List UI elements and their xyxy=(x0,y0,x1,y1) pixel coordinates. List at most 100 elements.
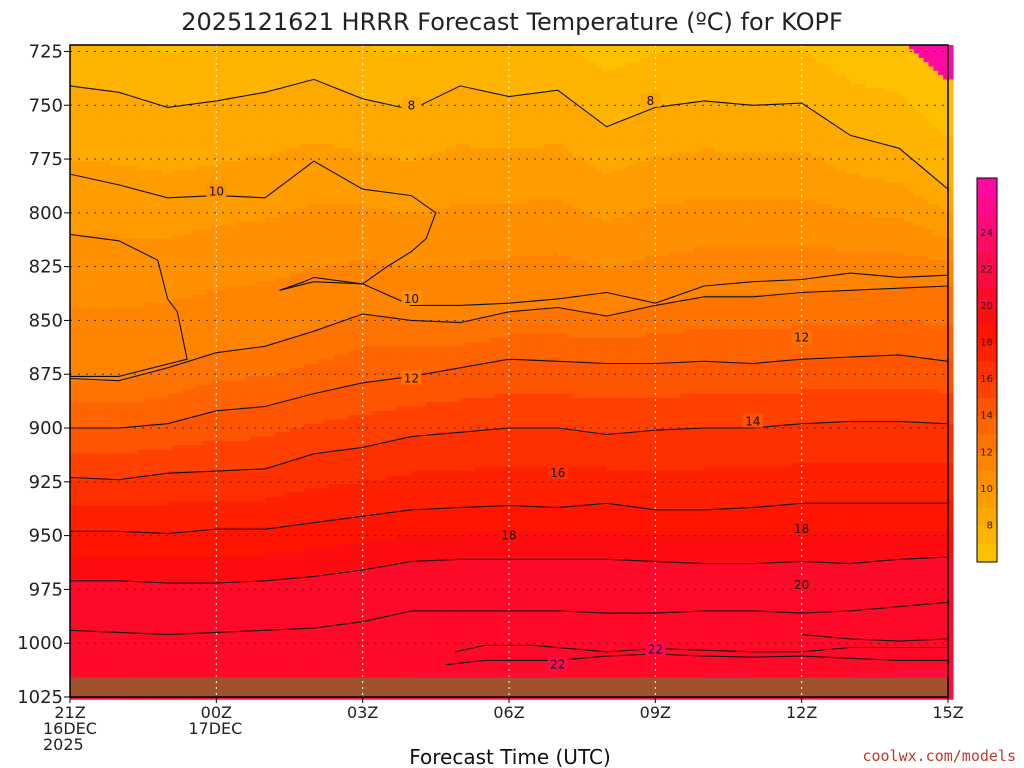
field-cell xyxy=(162,466,169,472)
field-cell xyxy=(74,251,81,257)
field-cell xyxy=(182,238,188,244)
field-cell xyxy=(157,96,164,102)
field-cell xyxy=(104,496,110,502)
field-cell xyxy=(201,350,208,356)
field-cell xyxy=(196,212,203,218)
field-cell xyxy=(109,225,115,231)
field-cell xyxy=(104,488,110,494)
field-cell xyxy=(104,466,110,472)
field-cell xyxy=(221,583,227,588)
field-cell xyxy=(123,118,130,124)
field-cell xyxy=(113,600,120,606)
field-cell xyxy=(177,255,183,261)
field-cell xyxy=(177,329,183,334)
field-cell xyxy=(74,505,81,511)
field-cell xyxy=(143,212,149,218)
field-cell xyxy=(74,600,81,606)
field-cell xyxy=(206,298,213,304)
field-cell xyxy=(187,539,193,545)
field-cell xyxy=(216,643,222,649)
field-cell xyxy=(94,221,100,227)
field-cell xyxy=(133,492,139,498)
field-cell xyxy=(118,604,125,610)
field-cell xyxy=(196,109,203,115)
field-cell xyxy=(157,600,164,606)
field-cell xyxy=(89,604,95,610)
field-cell xyxy=(143,466,149,472)
field-cell xyxy=(216,380,222,386)
field-cell xyxy=(162,122,169,128)
field-cell xyxy=(167,324,174,330)
field-cell xyxy=(152,298,159,304)
field-cell xyxy=(123,462,130,468)
field-cell xyxy=(162,514,169,519)
field-cell xyxy=(123,139,130,145)
field-cell xyxy=(70,79,76,85)
field-cell xyxy=(99,561,105,567)
field-cell xyxy=(113,92,120,98)
field-cell xyxy=(138,397,144,403)
field-cell xyxy=(89,630,95,636)
field-cell xyxy=(94,342,100,347)
field-cell xyxy=(157,66,164,72)
field-cell xyxy=(104,126,110,132)
field-cell xyxy=(138,260,144,266)
field-cell xyxy=(99,415,105,420)
field-cell xyxy=(216,152,222,158)
field-cell xyxy=(89,139,95,145)
field-cell xyxy=(226,255,232,261)
field-cell xyxy=(172,458,178,463)
field-cell xyxy=(148,53,154,59)
field-cell xyxy=(206,518,213,524)
field-cell xyxy=(89,453,95,459)
field-cell xyxy=(138,527,144,532)
field-cell xyxy=(167,440,174,446)
field-cell xyxy=(128,199,134,205)
field-cell xyxy=(182,178,188,184)
field-cell xyxy=(167,539,174,545)
field-cell xyxy=(211,144,217,149)
field-cell xyxy=(221,423,227,429)
field-cell xyxy=(172,113,178,119)
field-cell xyxy=(191,57,198,63)
field-cell xyxy=(201,148,208,154)
field-cell xyxy=(138,656,144,661)
field-cell xyxy=(74,204,81,210)
field-cell xyxy=(191,514,198,519)
field-cell xyxy=(162,385,169,390)
field-cell xyxy=(84,484,91,489)
field-cell xyxy=(138,243,144,248)
field-cell xyxy=(182,273,188,278)
field-cell xyxy=(104,557,110,562)
field-cell xyxy=(182,363,188,369)
field-cell xyxy=(123,320,130,326)
field-cell xyxy=(152,105,159,111)
field-cell xyxy=(177,372,183,377)
field-cell xyxy=(123,664,130,670)
field-cell xyxy=(167,156,174,162)
field-cell xyxy=(211,247,217,253)
field-cell xyxy=(109,634,115,640)
field-cell xyxy=(138,354,144,360)
field-cell xyxy=(123,445,130,451)
field-cell xyxy=(201,462,208,468)
field-cell xyxy=(104,630,110,636)
field-cell xyxy=(138,458,144,463)
field-cell xyxy=(133,539,139,545)
field-cell xyxy=(118,79,125,85)
field-cell xyxy=(226,174,232,179)
field-cell xyxy=(167,174,174,179)
field-cell xyxy=(94,656,100,661)
field-cell xyxy=(89,484,95,489)
field-cell xyxy=(74,303,81,309)
field-cell xyxy=(216,557,222,562)
field-cell xyxy=(167,238,174,244)
field-cell xyxy=(152,514,159,519)
field-cell xyxy=(167,449,174,455)
field-cell xyxy=(191,604,198,610)
field-cell xyxy=(109,238,115,244)
field-cell xyxy=(109,346,115,352)
field-cell xyxy=(182,505,188,511)
field-cell xyxy=(157,630,164,636)
field-cell xyxy=(148,509,154,515)
